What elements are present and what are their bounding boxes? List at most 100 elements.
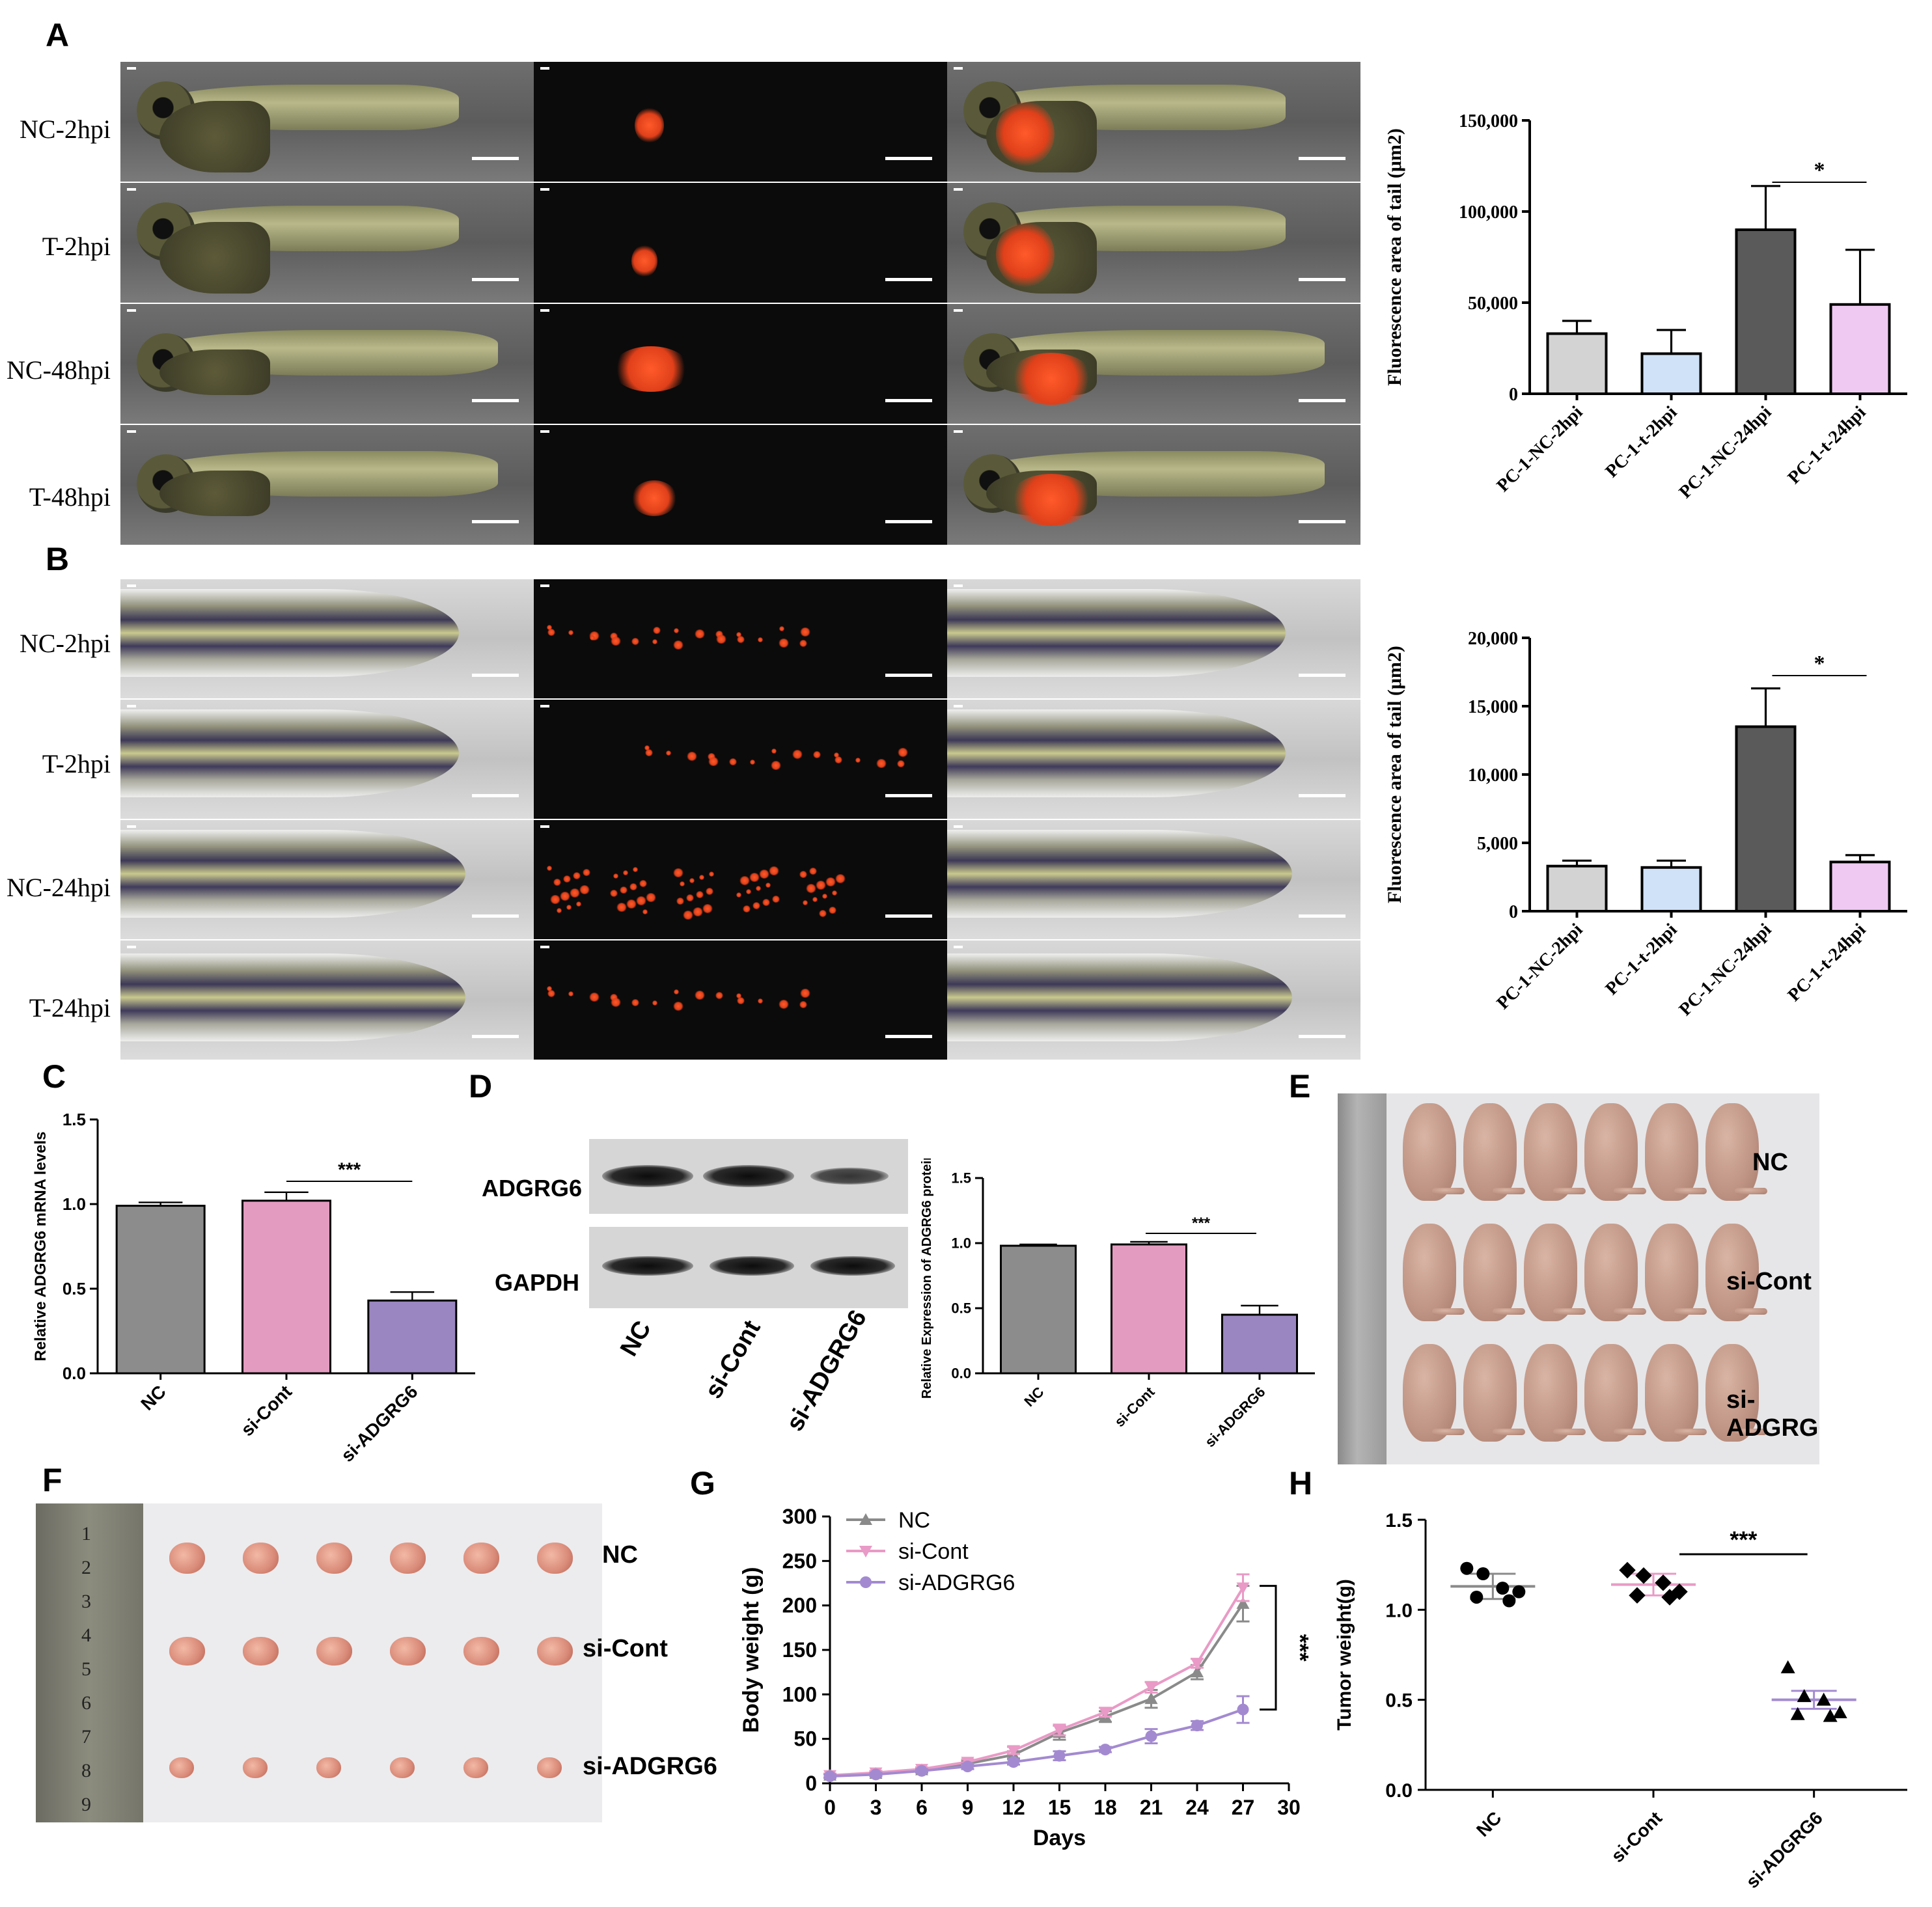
x-tick-label: 0 (824, 1796, 836, 1819)
scale-marker (954, 946, 963, 948)
y-tick-label: 1.0 (1385, 1600, 1413, 1621)
data-point (1007, 1745, 1020, 1757)
scale-bar (1299, 914, 1346, 918)
legend-label: si-Cont (898, 1539, 969, 1564)
lane-label: si-Cont (700, 1315, 766, 1403)
western-blot: ADGRG6 GAPDH NC si-Cont si-ADGRG6 (482, 1132, 918, 1436)
tumor-sample (243, 1637, 279, 1666)
ruler-number: 1 (81, 1523, 91, 1544)
scale-bar (472, 794, 519, 797)
tumor-cell-dot (547, 986, 552, 991)
tumor-cell-dot (576, 901, 581, 907)
scale-marker (127, 188, 136, 191)
y-axis-label: Relative ADGRG6 mRNA levels (32, 1131, 49, 1361)
mouse (1645, 1344, 1698, 1442)
tumor-cell-dot (898, 748, 908, 757)
tumor-sample (316, 1757, 341, 1778)
data-point (1832, 1705, 1847, 1719)
mouse (1463, 1224, 1517, 1321)
tumor-cell-signal (1009, 474, 1094, 526)
data-point (1191, 1666, 1204, 1678)
row-label: T-2hpi (42, 749, 111, 778)
mouse (1463, 1344, 1517, 1442)
tumor-cell-dot (695, 629, 705, 638)
tumor-sample (316, 1543, 352, 1574)
x-tick-label: 18 (1094, 1796, 1117, 1819)
y-tick-label: 0 (1509, 902, 1518, 922)
x-tick-label: 3 (870, 1796, 882, 1819)
x-tick-label: PC-1-t-2hpi (1601, 920, 1681, 999)
scale-marker (954, 584, 963, 587)
data-point (1236, 1582, 1250, 1595)
mouse (1403, 1344, 1456, 1442)
y-axis-label: Relative Expression of ADGRG6 protein (920, 1159, 934, 1399)
fluorescence-image (534, 304, 947, 424)
panel-h-chart: 0.0 0.5 1.0 1.5 Tumor weight(g) NC si-Cont si-A… (1334, 1510, 1907, 1892)
data-point (1790, 1707, 1805, 1720)
tumor-cell-dot (623, 870, 628, 875)
y-tick-label: 10,000 (1468, 765, 1518, 786)
ruler-number: 3 (81, 1591, 91, 1612)
tumor-cell-dot (769, 866, 779, 875)
y-tick-label: 200 (782, 1594, 817, 1617)
brightfield-image (120, 183, 534, 303)
legend-marker (859, 1546, 872, 1557)
mouse (1524, 1103, 1577, 1201)
tumor-cell-dot (702, 904, 713, 913)
data-point (1512, 1585, 1526, 1598)
merged-image (947, 183, 1360, 303)
tumor-cell-dot (696, 891, 704, 898)
significance-label: *** (1730, 1526, 1757, 1553)
data-point (1053, 1749, 1066, 1762)
zebrafish-tail (120, 589, 459, 677)
tumor-cell-dot (550, 895, 560, 904)
tumor-cell-signal (635, 107, 664, 143)
panel-a-letter: A (46, 17, 70, 53)
tumor-cell-dot (590, 635, 595, 640)
tumor-cell-dot (716, 635, 726, 644)
merged-image (947, 579, 1360, 698)
tumor-cell-dot (610, 890, 618, 897)
bar (1111, 1243, 1187, 1375)
tumor-cell-dot (812, 897, 818, 902)
mouse (1403, 1224, 1456, 1321)
tumor-cell-dot (834, 752, 839, 758)
mouse (1584, 1344, 1638, 1442)
bar (1000, 1244, 1077, 1375)
significance-label: *** (338, 1159, 361, 1181)
y-tick-label: 1.0 (62, 1194, 86, 1214)
scale-bar (1299, 157, 1346, 160)
panel-g-chart: 0 50 100 150 200 250 300 0 3 6 9 12 15 18 21 24 27 30 Days… (739, 1505, 1314, 1850)
tumor-cell-dot (573, 872, 581, 879)
tumor-cell-dot (708, 757, 719, 766)
x-tick-label: NC (137, 1381, 170, 1414)
data-point (1619, 1561, 1636, 1579)
panel-e-letter: E (1289, 1068, 1311, 1104)
scale-marker (540, 705, 549, 707)
blot-band (602, 1256, 693, 1276)
x-tick-label: NC (1021, 1384, 1047, 1410)
tumor-cell-dot (835, 756, 842, 763)
data-point (1191, 1720, 1203, 1732)
scale-bar (885, 674, 932, 677)
tumor-sample (463, 1543, 499, 1574)
tumor-cell-dot (611, 998, 621, 1007)
x-tick-label: 12 (1002, 1796, 1025, 1819)
tumor-cell-dot (631, 638, 639, 645)
tumor-cell-dot (642, 909, 648, 914)
group-label: NC (1752, 1149, 1788, 1176)
tumor-cell-dot (673, 1002, 683, 1011)
bar (1640, 866, 1702, 912)
tumor-cell-dot (759, 870, 769, 879)
tumor-cell-dot (652, 639, 657, 644)
data-point (1655, 1574, 1672, 1591)
panel-d-chart: 0.0 0.5 1.0 1.5 NC si-Cont si-ADGRG6 *** Relativ… (920, 1159, 1315, 1450)
tumor-cell-dot (752, 902, 760, 909)
x-tick-label: 21 (1140, 1796, 1163, 1819)
tumor-cell-dot (749, 873, 760, 882)
data-point (1191, 1658, 1204, 1670)
y-tick-label: 100,000 (1459, 202, 1518, 223)
mouse-tail (1735, 1308, 1767, 1315)
x-tick-label: PC-1-NC-24hpi (1676, 402, 1776, 502)
x-tick-label: PC-1-NC-24hpi (1676, 920, 1776, 1020)
